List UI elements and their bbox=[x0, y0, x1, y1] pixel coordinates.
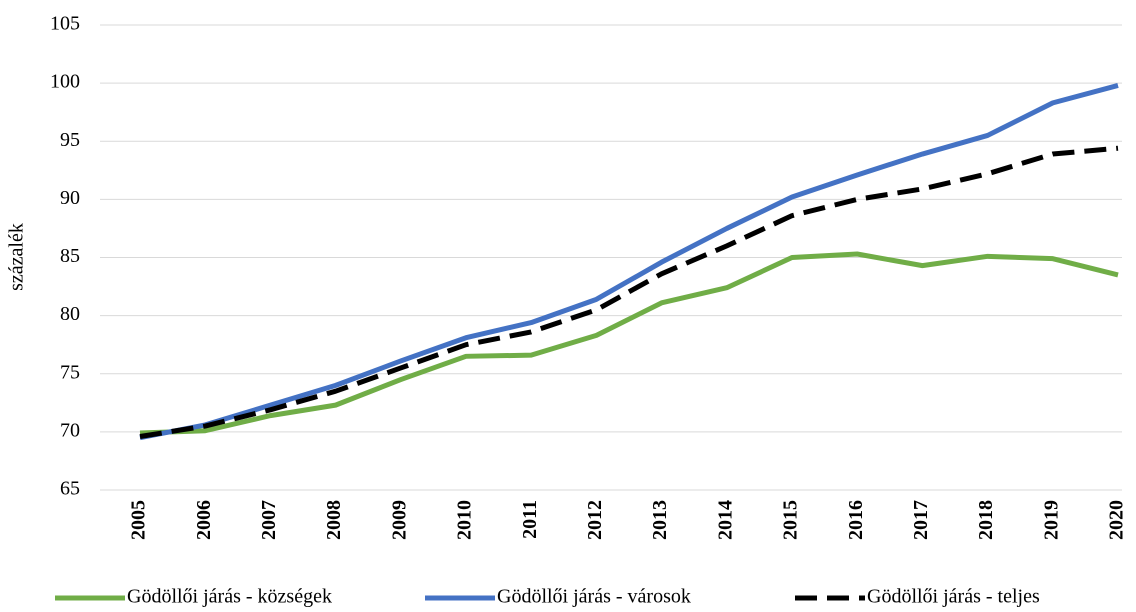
y-tick-label: 65 bbox=[60, 478, 80, 500]
y-axis-label: százalék bbox=[6, 223, 28, 291]
series-line bbox=[139, 145, 1119, 439]
y-tick-label: 90 bbox=[60, 187, 80, 209]
x-tick-label: 2009 bbox=[388, 500, 410, 540]
y-tick-label: 95 bbox=[60, 129, 80, 151]
x-tick-label: 2014 bbox=[714, 500, 736, 540]
y-tick-label: 80 bbox=[60, 303, 80, 325]
x-tick-label: 2019 bbox=[1040, 500, 1062, 540]
y-tick-label: 75 bbox=[60, 361, 80, 383]
x-tick-label: 2007 bbox=[258, 500, 280, 540]
x-tick-label: 2016 bbox=[845, 500, 867, 540]
y-tick-label: 105 bbox=[50, 13, 80, 35]
x-tick-label: 2015 bbox=[780, 500, 802, 540]
legend-label: Gödöllői járás - teljes bbox=[867, 586, 1040, 608]
y-tick-label: 85 bbox=[60, 245, 80, 267]
x-tick-label: 2005 bbox=[128, 500, 150, 540]
x-tick-label: 2020 bbox=[1106, 500, 1128, 540]
legend-label: Gödöllői járás - községek bbox=[127, 586, 332, 608]
x-tick-label: 2012 bbox=[584, 500, 606, 540]
x-tick-label: 2017 bbox=[910, 500, 932, 540]
x-tick-label: 2006 bbox=[193, 500, 215, 540]
series-line bbox=[139, 251, 1119, 436]
x-tick-label: 2010 bbox=[454, 500, 476, 540]
x-tick-label: 2013 bbox=[649, 500, 671, 540]
y-tick-label: 100 bbox=[50, 71, 80, 93]
x-tick-label: 2018 bbox=[975, 500, 997, 540]
series-line bbox=[139, 83, 1119, 441]
legend-label: Gödöllői járás - városok bbox=[497, 586, 691, 608]
y-tick-label: 70 bbox=[60, 419, 80, 441]
x-tick-label: 2008 bbox=[323, 500, 345, 540]
x-tick-label: 2011 bbox=[519, 500, 541, 539]
